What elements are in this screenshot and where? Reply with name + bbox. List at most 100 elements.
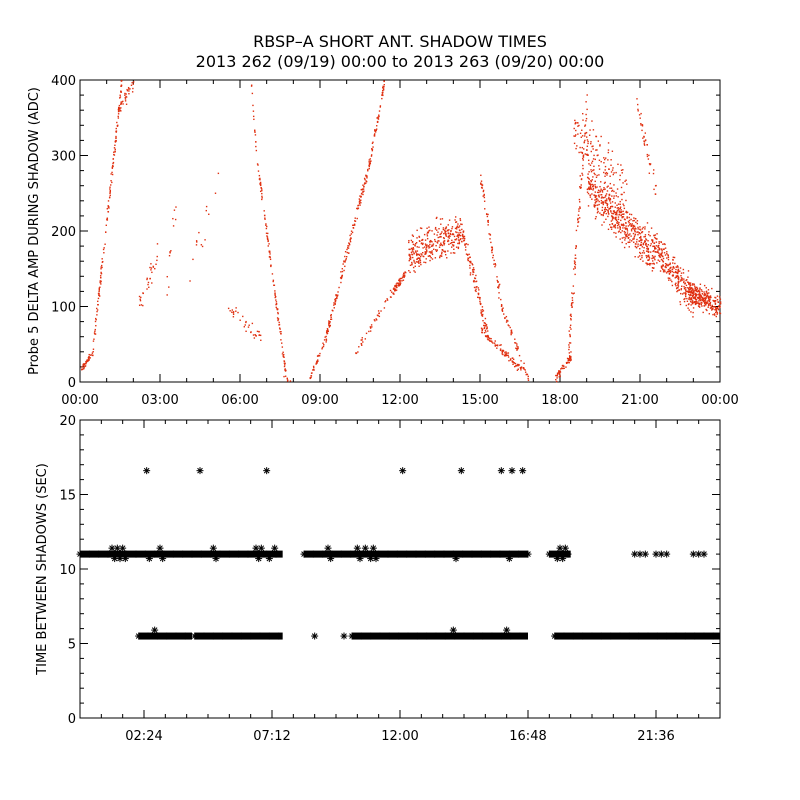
data-point (272, 550, 280, 558)
data-point (449, 232, 452, 235)
data-point (411, 248, 413, 250)
data-point (397, 282, 400, 284)
data-point (611, 205, 613, 208)
data-point (620, 209, 622, 211)
data-point (138, 304, 141, 306)
data-point (472, 273, 474, 276)
data-point (125, 96, 128, 98)
data-point (600, 197, 603, 199)
data-point (269, 253, 271, 255)
data-point (274, 294, 276, 297)
data-point (699, 288, 701, 290)
data-point (358, 201, 361, 203)
data-point (610, 210, 612, 212)
data-point (434, 238, 436, 241)
data-point (560, 632, 568, 640)
data-point (348, 243, 351, 246)
data-point (592, 158, 595, 160)
data-point (636, 98, 638, 100)
data-point (399, 277, 402, 280)
data-point (445, 226, 448, 228)
data-point (458, 226, 460, 229)
data-point (113, 550, 121, 558)
data-point (639, 244, 642, 246)
data-point (365, 332, 368, 335)
data-point (457, 236, 460, 239)
data-point (95, 324, 97, 327)
data-point (370, 155, 373, 157)
data-point (658, 248, 661, 250)
data-point (584, 125, 586, 127)
data-point (92, 351, 94, 353)
y-tick-label: 0 (68, 376, 76, 391)
data-point (621, 213, 623, 216)
data-point (261, 192, 263, 195)
data-point (408, 248, 410, 251)
data-point (383, 307, 386, 309)
data-point (624, 227, 626, 229)
data-point (477, 550, 485, 558)
data-point (650, 243, 652, 245)
data-point (586, 139, 589, 141)
data-point (570, 302, 573, 305)
data-point (658, 255, 661, 258)
data-point (458, 242, 461, 244)
data-point (85, 550, 93, 558)
data-point (346, 248, 348, 251)
data-point (617, 163, 619, 166)
data-point (632, 238, 634, 240)
data-point (583, 148, 585, 150)
data-point (328, 324, 330, 326)
data-point (556, 372, 559, 374)
data-point (635, 243, 637, 245)
data-point (517, 346, 519, 348)
data-point (657, 251, 659, 253)
data-point (692, 288, 694, 290)
data-point (277, 319, 279, 322)
data-point (311, 372, 313, 374)
data-point (99, 286, 101, 288)
data-point (591, 162, 593, 164)
data-point (104, 550, 112, 558)
data-point (440, 236, 442, 238)
data-point (114, 150, 116, 152)
data-point (617, 196, 619, 198)
data-point (457, 467, 465, 475)
data-point (259, 334, 262, 337)
data-point (347, 245, 349, 247)
data-point (454, 238, 456, 241)
data-point (460, 223, 462, 225)
data-point (113, 151, 115, 153)
data-point (415, 261, 418, 263)
data-point (662, 248, 665, 251)
data-point (687, 290, 690, 293)
data-point (328, 322, 330, 324)
data-point (256, 163, 259, 165)
data-point (150, 263, 152, 265)
data-point (354, 217, 356, 219)
data-point (587, 205, 590, 207)
data-point (108, 207, 110, 209)
data-point (100, 280, 102, 282)
data-point (95, 307, 98, 310)
data-point (336, 296, 338, 299)
data-point (349, 238, 351, 241)
data-point (647, 247, 650, 250)
data-point (492, 254, 494, 257)
data-point (617, 203, 620, 205)
data-point (586, 108, 588, 111)
data-point (687, 307, 689, 309)
data-point (483, 196, 486, 199)
data-point (420, 242, 423, 245)
data-point (704, 298, 707, 300)
data-point (609, 175, 611, 177)
data-point (697, 302, 699, 305)
data-point (609, 223, 611, 226)
data-point (653, 169, 655, 171)
data-point (368, 330, 370, 333)
data-point (590, 188, 593, 190)
data-point (657, 246, 659, 249)
data-point (435, 250, 438, 252)
data-point (341, 268, 344, 270)
data-point (704, 297, 706, 299)
